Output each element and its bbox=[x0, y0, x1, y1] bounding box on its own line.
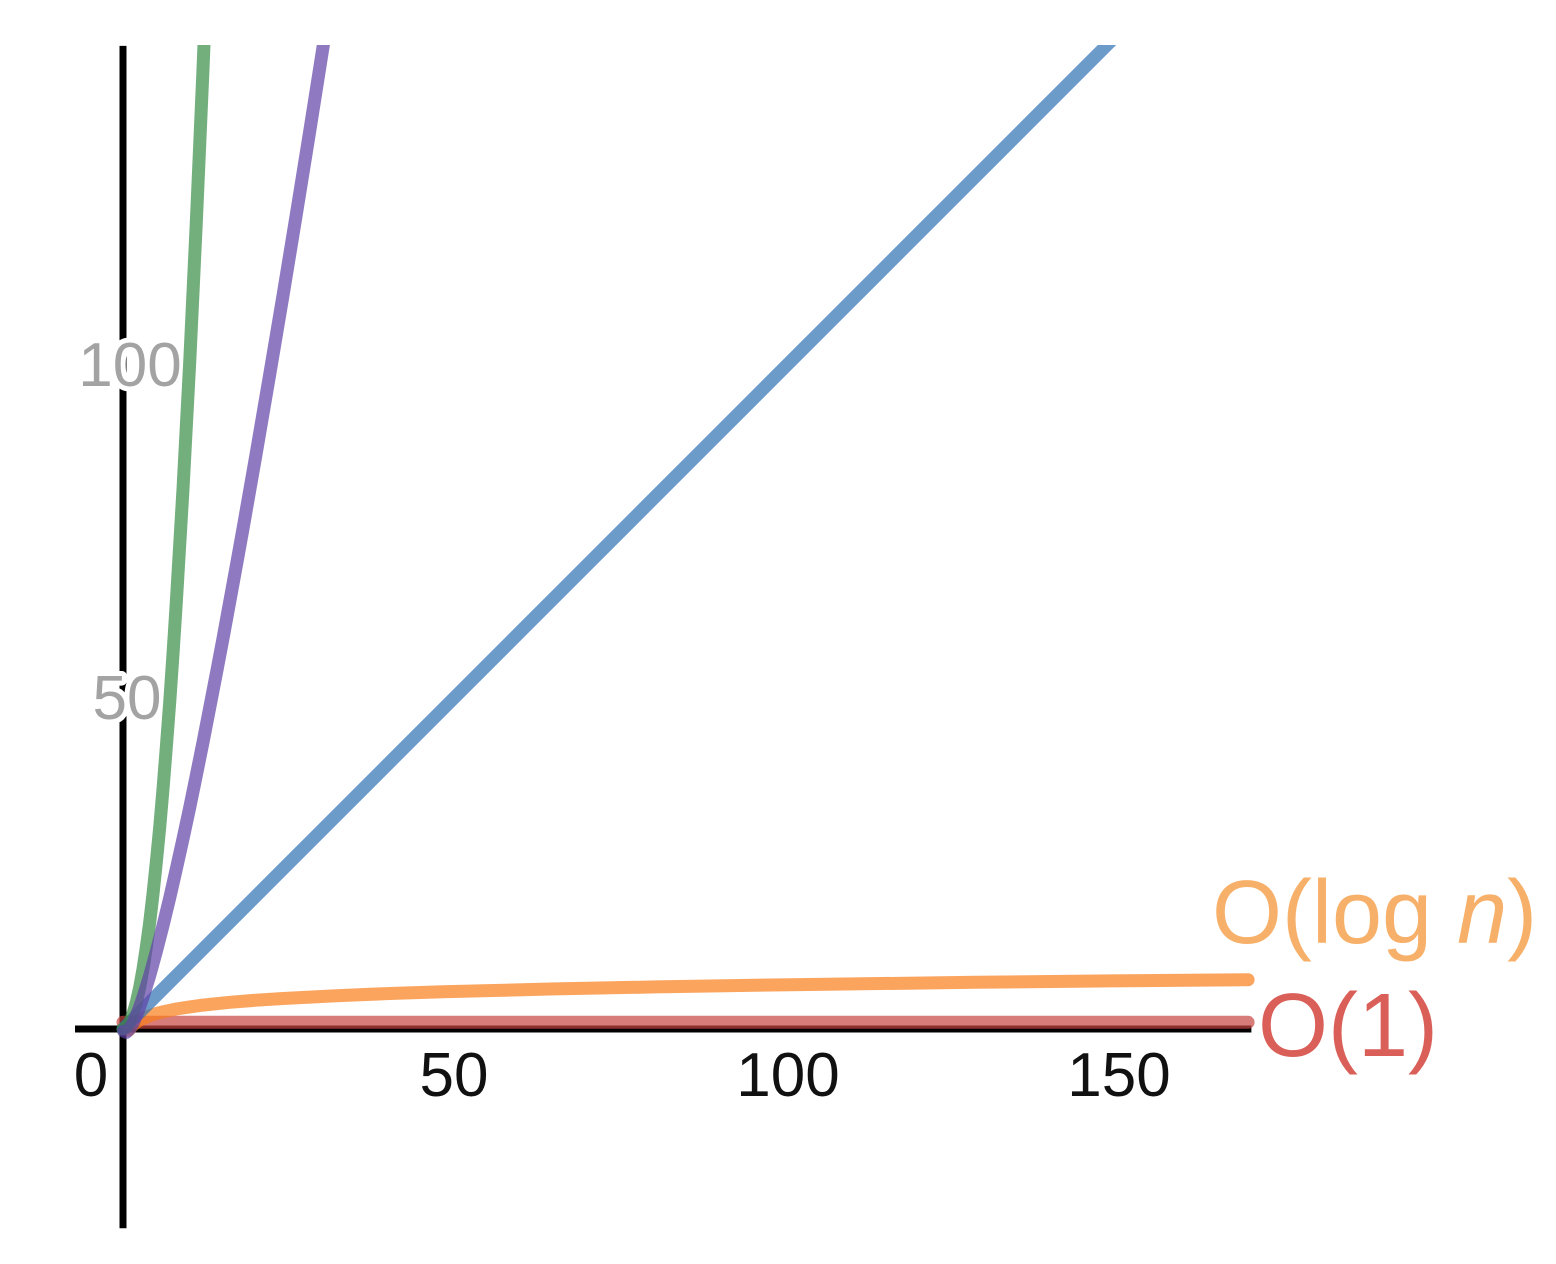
curve-on2 bbox=[116, 45, 211, 1036]
y-tick-label-50: 50 bbox=[93, 664, 162, 733]
x-tick-label-50: 50 bbox=[420, 1041, 489, 1110]
curve-on bbox=[116, 45, 1117, 1036]
x-tick-label-100: 100 bbox=[736, 1041, 839, 1110]
curve-label-o-1: O(1) bbox=[1258, 976, 1438, 1076]
y-tick-label-100: 100 bbox=[78, 331, 181, 400]
x-tick-label-0: 0 bbox=[74, 1041, 108, 1110]
curve-onlogn bbox=[117, 45, 330, 1039]
curve-label-o-log-n: O(log n) bbox=[1212, 863, 1537, 963]
x-tick-label-150: 150 bbox=[1067, 1041, 1170, 1110]
